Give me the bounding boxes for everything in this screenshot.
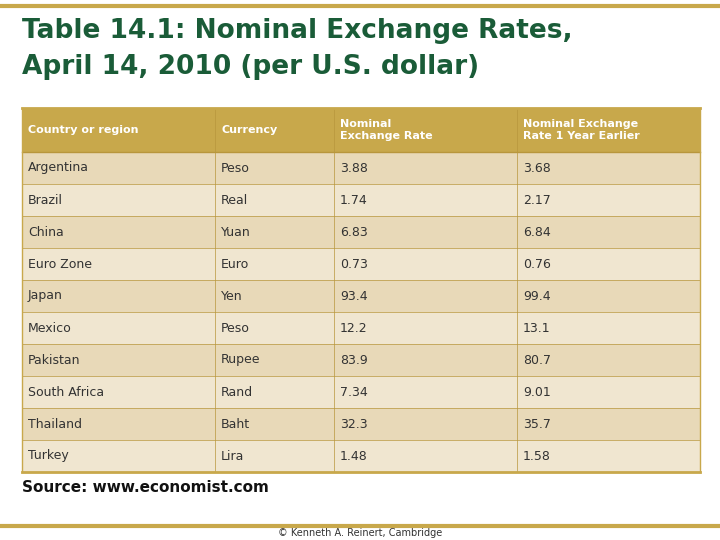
Text: Mexico: Mexico — [28, 321, 72, 334]
Text: 13.1: 13.1 — [523, 321, 551, 334]
Text: Source: www.economist.com: Source: www.economist.com — [22, 480, 269, 495]
Text: Currency: Currency — [221, 125, 277, 135]
Text: Euro Zone: Euro Zone — [28, 258, 92, 271]
Bar — [22, 108, 700, 152]
Text: Euro: Euro — [221, 258, 249, 271]
Bar — [22, 312, 700, 344]
Text: 99.4: 99.4 — [523, 289, 551, 302]
Text: 6.84: 6.84 — [523, 226, 551, 239]
Text: 1.58: 1.58 — [523, 449, 551, 462]
Bar — [22, 248, 700, 280]
Text: Nominal Exchange
Rate 1 Year Earlier: Nominal Exchange Rate 1 Year Earlier — [523, 119, 639, 141]
Text: 32.3: 32.3 — [340, 417, 367, 430]
Text: Turkey: Turkey — [28, 449, 68, 462]
Bar — [22, 344, 700, 376]
Text: Lira: Lira — [221, 449, 245, 462]
Text: April 14, 2010 (per U.S. dollar): April 14, 2010 (per U.S. dollar) — [22, 54, 479, 80]
Text: 6.83: 6.83 — [340, 226, 368, 239]
Text: Yuan: Yuan — [221, 226, 251, 239]
Text: 3.88: 3.88 — [340, 161, 368, 174]
Text: © Kenneth A. Reinert, Cambridge
University Press 2012: © Kenneth A. Reinert, Cambridge Universi… — [278, 528, 442, 540]
Text: Thailand: Thailand — [28, 417, 82, 430]
Text: 12.2: 12.2 — [340, 321, 367, 334]
Text: Rupee: Rupee — [221, 354, 261, 367]
Text: 83.9: 83.9 — [340, 354, 368, 367]
Text: 7.34: 7.34 — [340, 386, 368, 399]
Text: 1.48: 1.48 — [340, 449, 368, 462]
Text: Table 14.1: Nominal Exchange Rates,: Table 14.1: Nominal Exchange Rates, — [22, 18, 572, 44]
Text: 1.74: 1.74 — [340, 193, 368, 206]
Bar — [22, 408, 700, 440]
Text: 80.7: 80.7 — [523, 354, 551, 367]
Bar — [22, 376, 700, 408]
Text: Peso: Peso — [221, 321, 250, 334]
Text: Argentina: Argentina — [28, 161, 89, 174]
Text: 93.4: 93.4 — [340, 289, 367, 302]
Text: Japan: Japan — [28, 289, 63, 302]
Text: Country or region: Country or region — [28, 125, 138, 135]
Text: Nominal
Exchange Rate: Nominal Exchange Rate — [340, 119, 433, 141]
Text: Peso: Peso — [221, 161, 250, 174]
Text: Rand: Rand — [221, 386, 253, 399]
Text: China: China — [28, 226, 64, 239]
Text: 3.68: 3.68 — [523, 161, 551, 174]
Text: Brazil: Brazil — [28, 193, 63, 206]
Text: 9.01: 9.01 — [523, 386, 551, 399]
Text: Real: Real — [221, 193, 248, 206]
Bar — [22, 216, 700, 248]
Bar — [22, 184, 700, 216]
Text: 0.76: 0.76 — [523, 258, 551, 271]
Text: Yen: Yen — [221, 289, 243, 302]
Bar — [22, 152, 700, 184]
Text: Baht: Baht — [221, 417, 251, 430]
Text: Pakistan: Pakistan — [28, 354, 81, 367]
Text: 35.7: 35.7 — [523, 417, 551, 430]
Text: 2.17: 2.17 — [523, 193, 551, 206]
Text: South Africa: South Africa — [28, 386, 104, 399]
Text: 0.73: 0.73 — [340, 258, 368, 271]
Bar — [22, 280, 700, 312]
Bar — [22, 440, 700, 472]
